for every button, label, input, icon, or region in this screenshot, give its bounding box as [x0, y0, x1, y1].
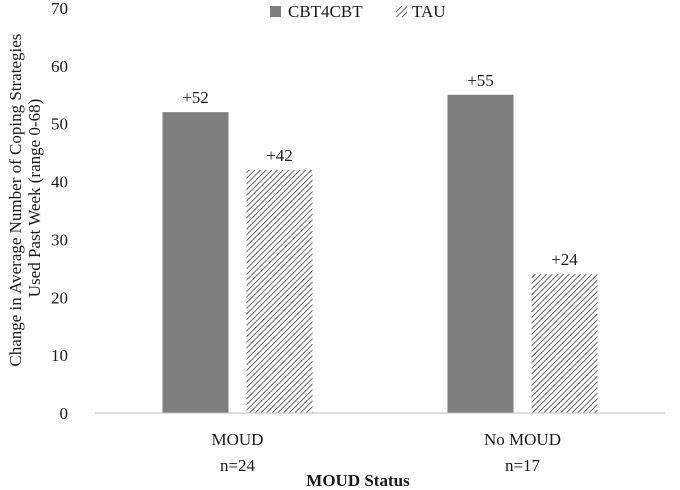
- y-axis: 0 10 20 30 40 50 60 70: [51, 0, 68, 423]
- bar-tau-moud: [246, 170, 313, 413]
- bar-tau-no-moud: [531, 274, 598, 413]
- bar-cbt4cbt-no-moud: [447, 94, 514, 414]
- bar-cbt4cbt-moud: [162, 112, 229, 414]
- legend-label-tau: TAU: [412, 2, 446, 21]
- y-tick-label: 60: [51, 57, 68, 76]
- data-label: +52: [182, 88, 209, 107]
- x-category-sublabel: n=17: [505, 456, 541, 475]
- y-axis-title-line-2: Used Past Week (range 0-68): [25, 99, 44, 297]
- y-tick-label: 30: [51, 230, 68, 249]
- y-tick-label: 50: [51, 115, 68, 134]
- y-tick-label: 70: [51, 0, 68, 18]
- legend: CBT4CBT TAU: [270, 2, 446, 21]
- legend-swatch-tau: [396, 6, 407, 17]
- y-tick-label: 10: [51, 346, 68, 365]
- data-label: +55: [467, 71, 494, 90]
- x-category-label: No MOUD: [484, 430, 561, 449]
- y-tick-label: 40: [51, 173, 68, 192]
- bars: [162, 94, 598, 414]
- x-axis-title: MOUD Status: [306, 471, 410, 490]
- x-category-label: MOUD: [212, 430, 264, 449]
- legend-swatch-cbt4cbt: [270, 6, 281, 17]
- x-category-sublabel: n=24: [220, 456, 256, 475]
- legend-label-cbt4cbt: CBT4CBT: [288, 2, 363, 21]
- y-axis-title-line-1: Change in Average Number of Coping Strat…: [6, 34, 25, 367]
- data-label: +42: [266, 146, 293, 165]
- y-tick-label: 20: [51, 288, 68, 307]
- y-tick-label: 0: [60, 404, 69, 423]
- y-axis-title: Change in Average Number of Coping Strat…: [6, 29, 44, 366]
- x-axis-categories: MOUD n=24 No MOUD n=17: [212, 430, 561, 475]
- data-label: +24: [551, 250, 578, 269]
- data-labels: +52 +42 +55 +24: [182, 71, 578, 269]
